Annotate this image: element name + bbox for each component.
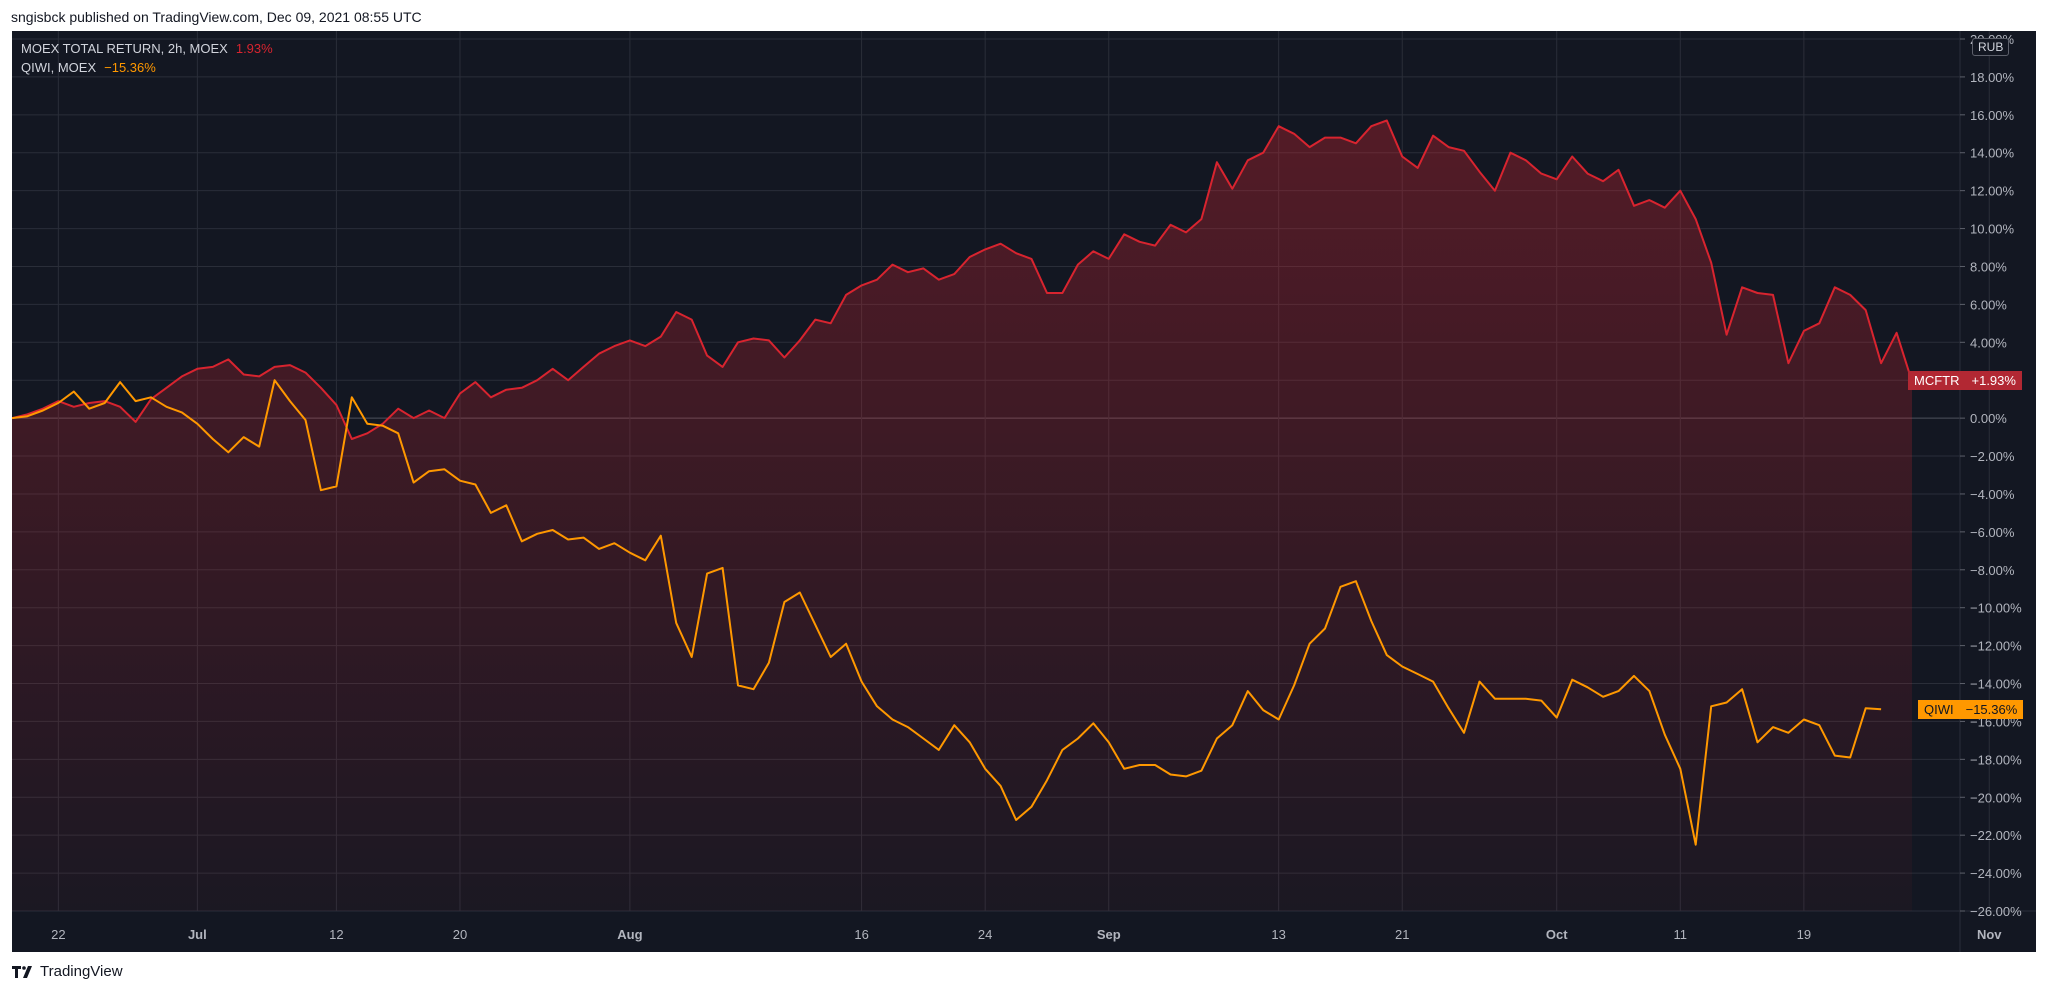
y-tick-label: −18.00% (1970, 752, 2022, 767)
price-tag-qiwi-symbol: QIWI (1924, 702, 1954, 717)
y-tick-label: 10.00% (1970, 222, 2015, 237)
x-tick-label: 22 (51, 927, 65, 942)
x-tick-label: 19 (1797, 927, 1811, 942)
y-tick-label: −24.00% (1970, 866, 2022, 881)
price-tag-qiwi-value: −15.36% (1965, 702, 2018, 717)
y-tick-label: −4.00% (1970, 487, 2015, 502)
price-tag-mcftr-symbol: MCFTR (1914, 372, 1960, 388)
tradingview-brand[interactable]: TradingView (12, 963, 123, 980)
price-axis: 20.00%18.00%16.00%14.00%12.00%10.00%8.00… (1960, 32, 2022, 919)
x-tick-label: 13 (1271, 927, 1285, 942)
tradingview-brand-label: TradingView (40, 963, 123, 980)
x-tick-label: Sep (1097, 927, 1121, 942)
series-line-mcftr (12, 119, 1913, 440)
y-tick-label: −22.00% (1970, 828, 2022, 843)
series-line-qiwi (12, 379, 1882, 846)
legend-qiwi-value: −15.36% (104, 60, 156, 75)
x-tick-label: 11 (1674, 927, 1688, 942)
legend-mcftr[interactable]: MOEX TOTAL RETURN, 2h, MOEX 1.93% (21, 41, 273, 56)
y-tick-label: 6.00% (1970, 297, 2007, 312)
x-tick-label: 16 (854, 927, 868, 942)
x-tick-label: Oct (1546, 927, 1568, 942)
x-tick-label: 12 (329, 927, 343, 942)
x-tick-label: 24 (978, 927, 992, 942)
y-tick-label: 14.00% (1970, 146, 2015, 161)
currency-badge[interactable]: RUB (1972, 38, 2010, 56)
legend-mcftr-name: MOEX TOTAL RETURN, 2h, MOEX (21, 41, 228, 56)
x-tick-label: Aug (617, 927, 642, 942)
price-tag-mcftr: MCFTR +1.93% (1908, 370, 2022, 390)
legend-qiwi-name: QIWI, MOEX (21, 60, 97, 75)
y-tick-label: 16.00% (1970, 108, 2015, 123)
legend-mcftr-value: 1.93% (235, 41, 273, 56)
y-tick-label: −26.00% (1970, 904, 2022, 919)
chart-panel[interactable]: 20.00%18.00%16.00%14.00%12.00%10.00%8.00… (12, 31, 2036, 952)
y-tick-label: 4.00% (1970, 335, 2007, 350)
y-tick-label: −20.00% (1970, 790, 2022, 805)
y-tick-label: −10.00% (1970, 601, 2022, 616)
y-tick-label: −8.00% (1970, 563, 2015, 578)
price-tag-qiwi: QIWI −15.36% (1918, 700, 2024, 719)
y-tick-label: −2.00% (1970, 449, 2015, 464)
time-axis: 22Jul1220Aug1624Sep1321Oct1119Nov1523Dec… (51, 927, 2002, 942)
y-tick-label: −6.00% (1970, 525, 2015, 540)
y-tick-label: −12.00% (1970, 639, 2022, 654)
x-tick-label: Nov (1977, 927, 2002, 942)
y-tick-label: 8.00% (1970, 259, 2007, 274)
y-tick-label: 12.00% (1970, 184, 2015, 199)
mcftr-area (12, 120, 1912, 911)
publisher-bar: sngisbck published on TradingView.com, D… (11, 9, 422, 25)
series-area-fill (12, 120, 1912, 911)
tradingview-logo-icon (12, 965, 32, 978)
legend-qiwi[interactable]: QIWI, MOEX −15.36% (21, 60, 156, 75)
price-tag-mcftr-value: +1.93% (1971, 372, 2016, 388)
y-tick-label: 18.00% (1970, 70, 2015, 85)
series-lines (12, 119, 1913, 846)
y-tick-label: −14.00% (1970, 677, 2022, 692)
x-tick-label: 20 (453, 927, 467, 942)
chart-svg[interactable]: 20.00%18.00%16.00%14.00%12.00%10.00%8.00… (12, 31, 2036, 952)
x-tick-label: 21 (1395, 927, 1409, 942)
y-tick-label: 0.00% (1970, 411, 2007, 426)
x-tick-label: Jul (188, 927, 207, 942)
